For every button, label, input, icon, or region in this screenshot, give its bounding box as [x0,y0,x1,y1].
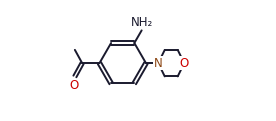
Text: NH₂: NH₂ [131,16,153,29]
Text: N: N [154,57,163,70]
Text: O: O [180,57,189,70]
Text: O: O [70,79,79,92]
